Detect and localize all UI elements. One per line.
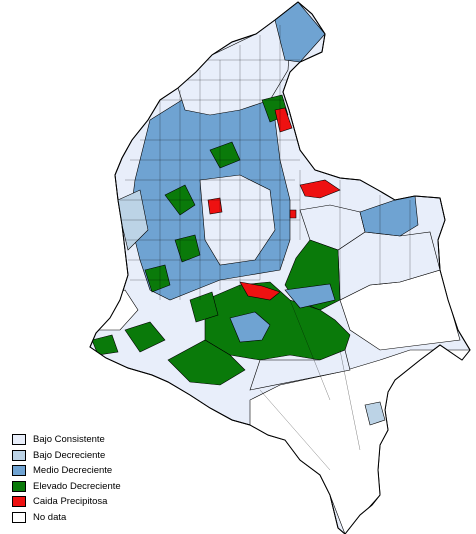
legend-swatch [12, 434, 26, 446]
map-legend: Bajo Consistente Bajo Decreciente Medio … [12, 432, 121, 525]
municipal-borders [120, 25, 411, 471]
legend-label: Bajo Consistente [33, 434, 105, 446]
legend-label: Elevado Decreciente [33, 480, 121, 492]
region-red-boyaca [207, 197, 223, 215]
region-amazonas-south-light [364, 401, 386, 426]
legend-item-no-data: No data [12, 510, 121, 526]
region-red-small [289, 209, 297, 219]
legend-label: Caida Precipitosa [33, 496, 108, 508]
region-cauca-green [124, 321, 166, 353]
region-red-catatumbo [274, 107, 293, 133]
country-outline [89, 1, 471, 534]
legend-item-elevado-decreciente: Elevado Decreciente [12, 479, 121, 495]
region-narino-green [91, 334, 119, 356]
legend-label: Medio Decreciente [33, 465, 113, 477]
legend-label: No data [33, 511, 67, 523]
legend-item-medio-decreciente: Medio Decreciente [12, 463, 121, 479]
region-red-meta [239, 281, 281, 301]
region-red-arauca [299, 179, 341, 199]
legend-swatch [12, 449, 26, 461]
region-meta-blue [229, 311, 271, 343]
legend-swatch [12, 496, 26, 508]
legend-swatch [12, 465, 26, 477]
region-guaviare-blue [284, 283, 336, 309]
region-caqueta-green [167, 339, 246, 386]
region-valle-green [144, 264, 171, 293]
legend-item-bajo-decreciente: Bajo Decreciente [12, 448, 121, 464]
legend-item-bajo-consistente: Bajo Consistente [12, 432, 121, 448]
region-caribbean-light [177, 19, 291, 116]
legend-swatch [12, 480, 26, 492]
region-vaupes-light [249, 349, 351, 391]
region-huila-green [189, 291, 219, 323]
legend-item-caida-precipitosa: Caida Precipitosa [12, 494, 121, 510]
legend-swatch [12, 511, 26, 523]
legend-label: Bajo Decreciente [33, 449, 106, 461]
